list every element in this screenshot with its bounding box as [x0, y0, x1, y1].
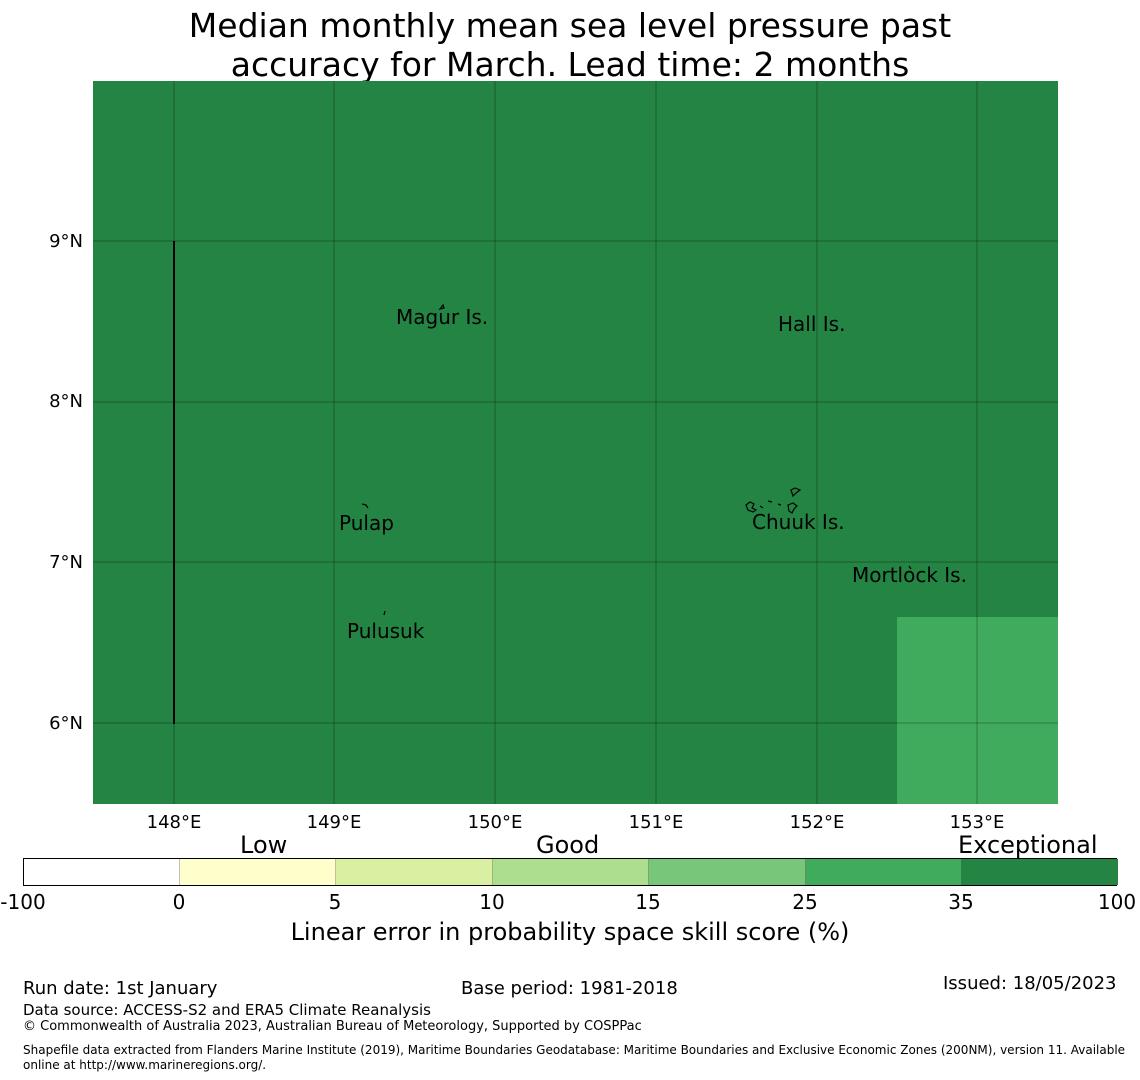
place-label-pulap: Pulap [339, 511, 394, 535]
island-outlines [361, 303, 912, 616]
colorbar-tick-35: 35 [948, 890, 974, 914]
chart-title-line-1: Median monthly mean sea level pressure p… [188, 6, 952, 45]
lon-tick-150e: 150°E [467, 812, 523, 833]
colorbar-category-good: Good [536, 831, 600, 859]
colorbar-tick-10: 10 [479, 890, 505, 914]
shapefile-credit-line-1: Shapefile data extracted from Flanders M… [23, 1043, 1126, 1057]
island-chuuk-small-3 [759, 505, 764, 509]
place-label-hall: Hall Is. [778, 312, 846, 336]
place-label-pulusuk: Pulusuk [347, 619, 425, 643]
island-pulusuk [383, 610, 386, 616]
lat-tick-6n: 6°N [49, 713, 83, 734]
map-region-high-skill [897, 617, 1058, 804]
lon-tick-149e: 149°E [306, 812, 362, 833]
lon-tick-151e: 151°E [628, 812, 684, 833]
lon-tick-152e: 152°E [789, 812, 845, 833]
issued-date: Issued: 18/05/2023 [943, 973, 1117, 994]
colorbar-segment-4 [493, 859, 649, 885]
island-chuuk-east [787, 502, 798, 514]
lon-tick-148e: 148°E [146, 812, 202, 833]
colorbar-segment-3 [336, 859, 493, 885]
island-chuuk-small-2 [777, 503, 782, 506]
island-chuuk-small-1 [767, 500, 773, 503]
island-chuuk-lagoon [745, 501, 758, 513]
place-label-chuuk: Chuuk Is. [752, 510, 845, 534]
copyright: © Commonwealth of Australia 2023, Austra… [23, 1019, 642, 1034]
colorbar-category-low: Low [240, 831, 288, 859]
lat-tick-9n: 9°N [49, 231, 83, 252]
lon-tick-153e: 153°E [949, 812, 1005, 833]
colorbar-segment-1 [24, 859, 180, 885]
colorbar-segment-5 [649, 859, 806, 885]
colorbar-tick-0: 0 [172, 890, 186, 914]
colorbar-segment-2 [180, 859, 336, 885]
colorbar [23, 858, 1118, 886]
colorbar-tick-100: 100 [1097, 890, 1137, 914]
colorbar-label: Linear error in probability space skill … [290, 918, 850, 946]
island-mortlock [908, 565, 912, 570]
chart-title-line-2: accuracy for March. Lead time: 2 months [230, 45, 910, 84]
colorbar-tick-minus100: -100 [0, 890, 46, 914]
colorbar-tick-25: 25 [792, 890, 818, 914]
colorbar-category-exceptional: Exceptional [958, 831, 1098, 859]
colorbar-tick-5: 5 [328, 890, 342, 914]
island-chuuk-north [790, 487, 802, 498]
place-label-mortlock: Mortlock Is. [852, 563, 967, 587]
lat-tick-8n: 8°N [49, 391, 83, 412]
colorbar-segment-7 [962, 859, 1118, 885]
colorbar-segment-6 [806, 859, 962, 885]
colorbar-tick-15: 15 [635, 890, 661, 914]
base-period: Base period: 1981-2018 [461, 978, 678, 999]
place-label-magur: Magur Is. [396, 305, 489, 329]
island-magur [438, 303, 445, 310]
island-pulap [361, 503, 369, 509]
shapefile-credit-line-2: online at http://www.marineregions.org/. [23, 1058, 267, 1072]
data-source: Data source: ACCESS-S2 and ERA5 Climate … [23, 1001, 431, 1019]
lat-tick-7n: 7°N [49, 552, 83, 573]
run-date: Run date: 1st January [23, 978, 218, 999]
